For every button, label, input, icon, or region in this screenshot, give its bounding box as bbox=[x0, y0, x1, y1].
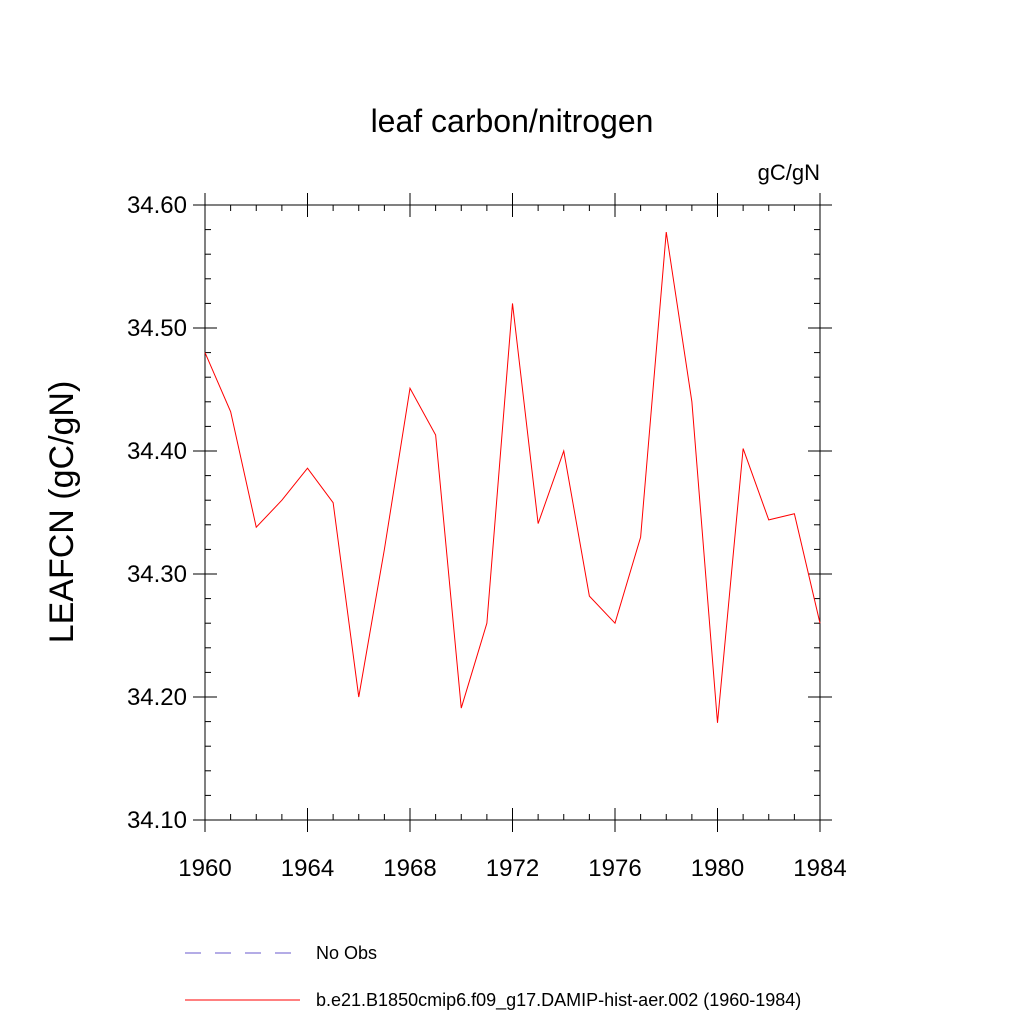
y-tick-label: 34.30 bbox=[127, 561, 187, 588]
plot-frame bbox=[204, 204, 821, 821]
y-axis-label: LEAFCN (gC/gN) bbox=[43, 381, 81, 644]
y-tick-label: 34.50 bbox=[127, 315, 187, 342]
units-label: gC/gN bbox=[758, 160, 820, 185]
y-tick-label: 34.40 bbox=[127, 438, 187, 465]
series-group bbox=[204, 231, 821, 723]
x-tick-label: 1972 bbox=[486, 855, 539, 882]
legend: No Obs b.e21.B1850cmip6.f09_g17.DAMIP-hi… bbox=[185, 943, 801, 1011]
y-tick-label: 34.10 bbox=[127, 807, 187, 834]
legend-label-model: b.e21.B1850cmip6.f09_g17.DAMIP-hist-aer.… bbox=[316, 990, 801, 1011]
legend-label-no-obs: No Obs bbox=[316, 943, 377, 963]
axis-tick-labels: 34.10 34.20 34.30 34.40 34.50 34.60 1960 1964 19… bbox=[127, 192, 847, 882]
x-tick-label: 1976 bbox=[588, 855, 641, 882]
axis-ticks bbox=[193, 193, 832, 832]
series-line bbox=[204, 231, 821, 723]
x-tick-label: 1968 bbox=[383, 855, 436, 882]
x-tick-label: 1984 bbox=[793, 855, 846, 882]
x-tick-label: 1960 bbox=[178, 855, 231, 882]
x-tick-label: 1980 bbox=[691, 855, 744, 882]
y-tick-label: 34.60 bbox=[127, 192, 187, 219]
x-tick-label: 1964 bbox=[281, 855, 334, 882]
chart-title: leaf carbon/nitrogen bbox=[371, 103, 654, 139]
y-tick-label: 34.20 bbox=[127, 684, 187, 711]
